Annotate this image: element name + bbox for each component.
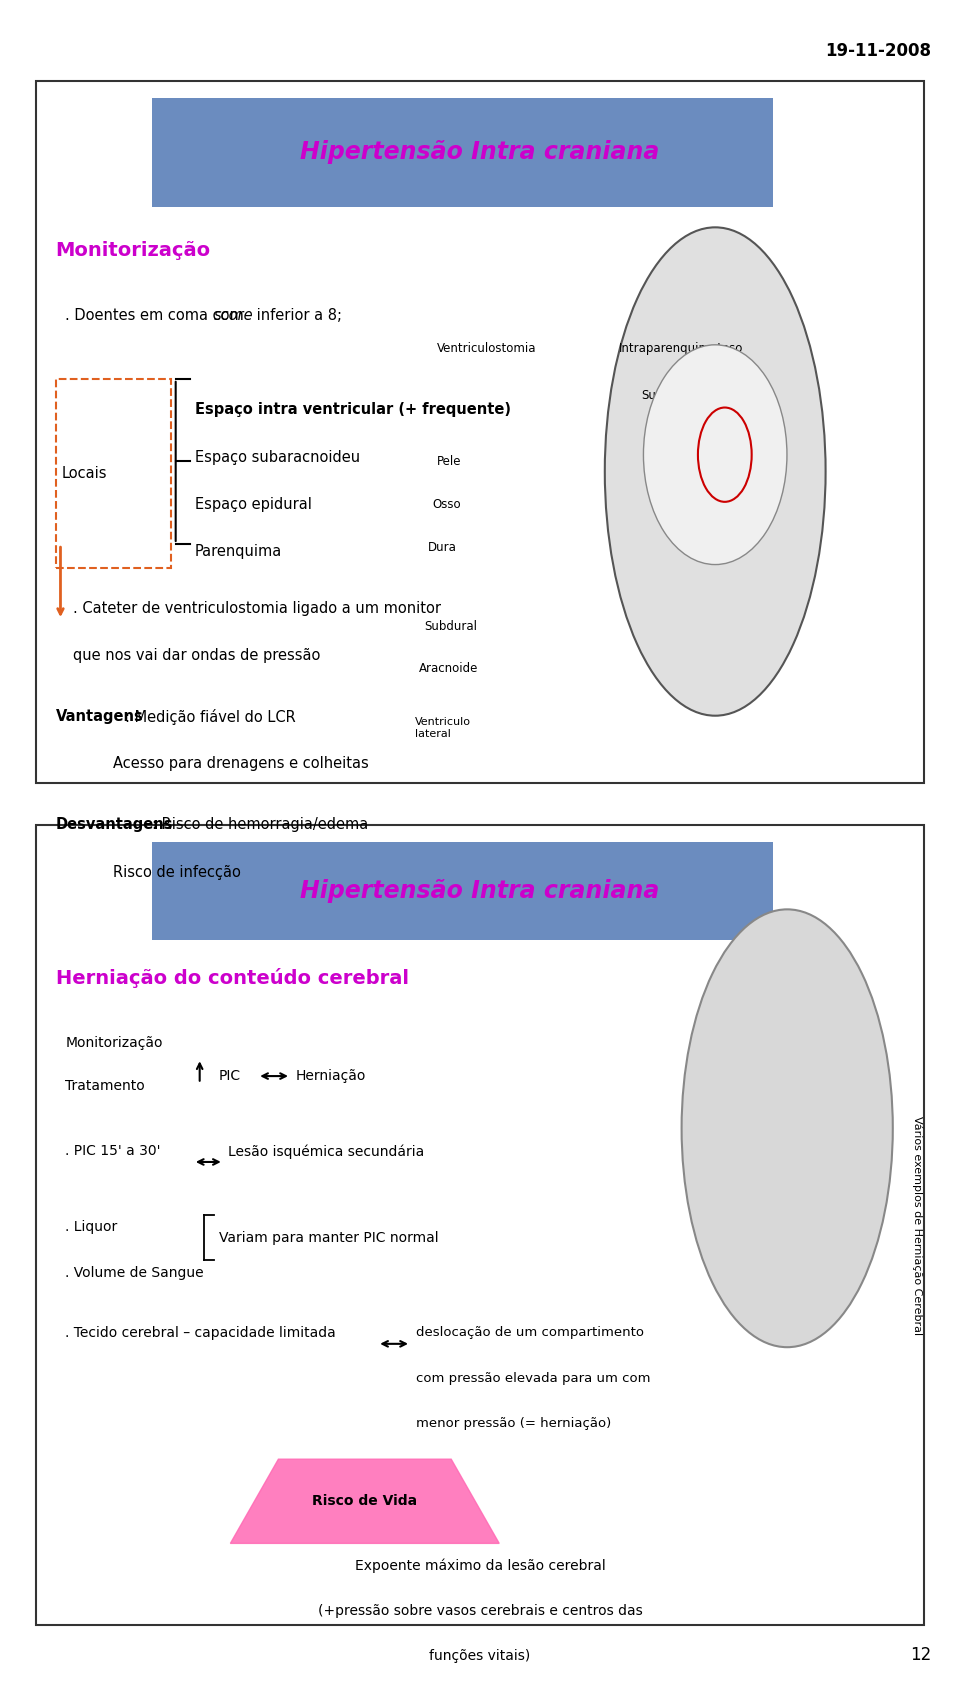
Text: score: score [214, 308, 253, 323]
FancyBboxPatch shape [152, 842, 773, 940]
Text: menor pressão (= herniação): menor pressão (= herniação) [416, 1416, 611, 1430]
Text: . Volume de Sangue: . Volume de Sangue [65, 1266, 204, 1280]
Text: Ventriculo
lateral: Ventriculo lateral [415, 717, 470, 739]
Text: deslocação de um compartimento: deslocação de um compartimento [416, 1327, 644, 1339]
Text: (+pressão sobre vasos cerebrais e centros das: (+pressão sobre vasos cerebrais e centro… [318, 1603, 642, 1618]
Text: 12: 12 [910, 1645, 931, 1664]
Text: Herniação do conteúdo cerebral: Herniação do conteúdo cerebral [56, 968, 409, 989]
Text: : Risco de hemorragia/edema: : Risco de hemorragia/edema [152, 817, 368, 832]
FancyBboxPatch shape [152, 98, 773, 207]
Text: Lesão isquémica secundária: Lesão isquémica secundária [228, 1145, 424, 1159]
Text: Locais: Locais [61, 466, 108, 480]
Text: . Cateter de ventriculostomia ligado a um monitor: . Cateter de ventriculostomia ligado a u… [73, 601, 441, 616]
FancyBboxPatch shape [36, 81, 924, 783]
FancyBboxPatch shape [36, 825, 924, 1625]
Text: Dura: Dura [428, 541, 457, 554]
Text: PIC: PIC [219, 1069, 241, 1083]
Text: Hipertensão Intra craniana: Hipertensão Intra craniana [300, 140, 660, 165]
Text: Monitorização: Monitorização [56, 241, 211, 259]
Text: que nos vai dar ondas de pressão: que nos vai dar ondas de pressão [73, 648, 321, 663]
Text: Parenquima: Parenquima [195, 544, 282, 559]
Text: Desvantagens: Desvantagens [56, 817, 173, 832]
Text: Pele: Pele [437, 455, 462, 468]
Text: Expoente máximo da lesão cerebral: Expoente máximo da lesão cerebral [354, 1559, 606, 1573]
Text: Vantagens: Vantagens [56, 709, 143, 724]
Text: Risco de Vida: Risco de Vida [312, 1494, 418, 1509]
Text: . Tecido cerebral – capacidade limitada: . Tecido cerebral – capacidade limitada [65, 1327, 336, 1340]
Ellipse shape [682, 909, 893, 1347]
Text: Herniação: Herniação [296, 1069, 366, 1083]
Text: Hipertensão Intra craniana: Hipertensão Intra craniana [300, 879, 660, 903]
Text: Osso: Osso [432, 498, 461, 512]
Text: Acesso para drenagens e colheitas: Acesso para drenagens e colheitas [113, 756, 369, 771]
Text: Vários exemplos de Herniação Cerebral: Vários exemplos de Herniação Cerebral [912, 1115, 922, 1335]
Text: inferior a 8;: inferior a 8; [252, 308, 343, 323]
Text: Variam para manter PIC normal: Variam para manter PIC normal [219, 1231, 439, 1244]
Text: Subdural: Subdural [424, 620, 477, 633]
Text: . Doentes em coma com: . Doentes em coma com [65, 308, 249, 323]
Text: Aracnoide: Aracnoide [419, 662, 478, 675]
Text: . Liquor: . Liquor [65, 1219, 117, 1234]
Text: . PIC 15' a 30': . PIC 15' a 30' [65, 1145, 160, 1159]
Text: Tratamento: Tratamento [65, 1078, 145, 1093]
Text: Intraparenquimatoso: Intraparenquimatoso [619, 342, 744, 355]
Text: Risco de infecção: Risco de infecção [113, 864, 241, 879]
Text: 19-11-2008: 19-11-2008 [826, 42, 931, 61]
Text: Ventriculostomia: Ventriculostomia [437, 342, 537, 355]
Text: funções vitais): funções vitais) [429, 1649, 531, 1664]
Text: com pressão elevada para um com: com pressão elevada para um com [416, 1371, 650, 1384]
Ellipse shape [605, 227, 826, 716]
Text: Espaço subaracnoideu: Espaço subaracnoideu [195, 450, 360, 465]
Ellipse shape [643, 345, 787, 564]
Text: Espaço epidural: Espaço epidural [195, 497, 312, 512]
Polygon shape [230, 1458, 499, 1543]
Text: Monitorização: Monitorização [65, 1036, 163, 1049]
Text: : Medição fiável do LCR: : Medição fiável do LCR [125, 709, 296, 726]
Text: Espaço intra ventricular (+ frequente): Espaço intra ventricular (+ frequente) [195, 402, 511, 418]
Text: Subdural: Subdural [641, 389, 694, 402]
